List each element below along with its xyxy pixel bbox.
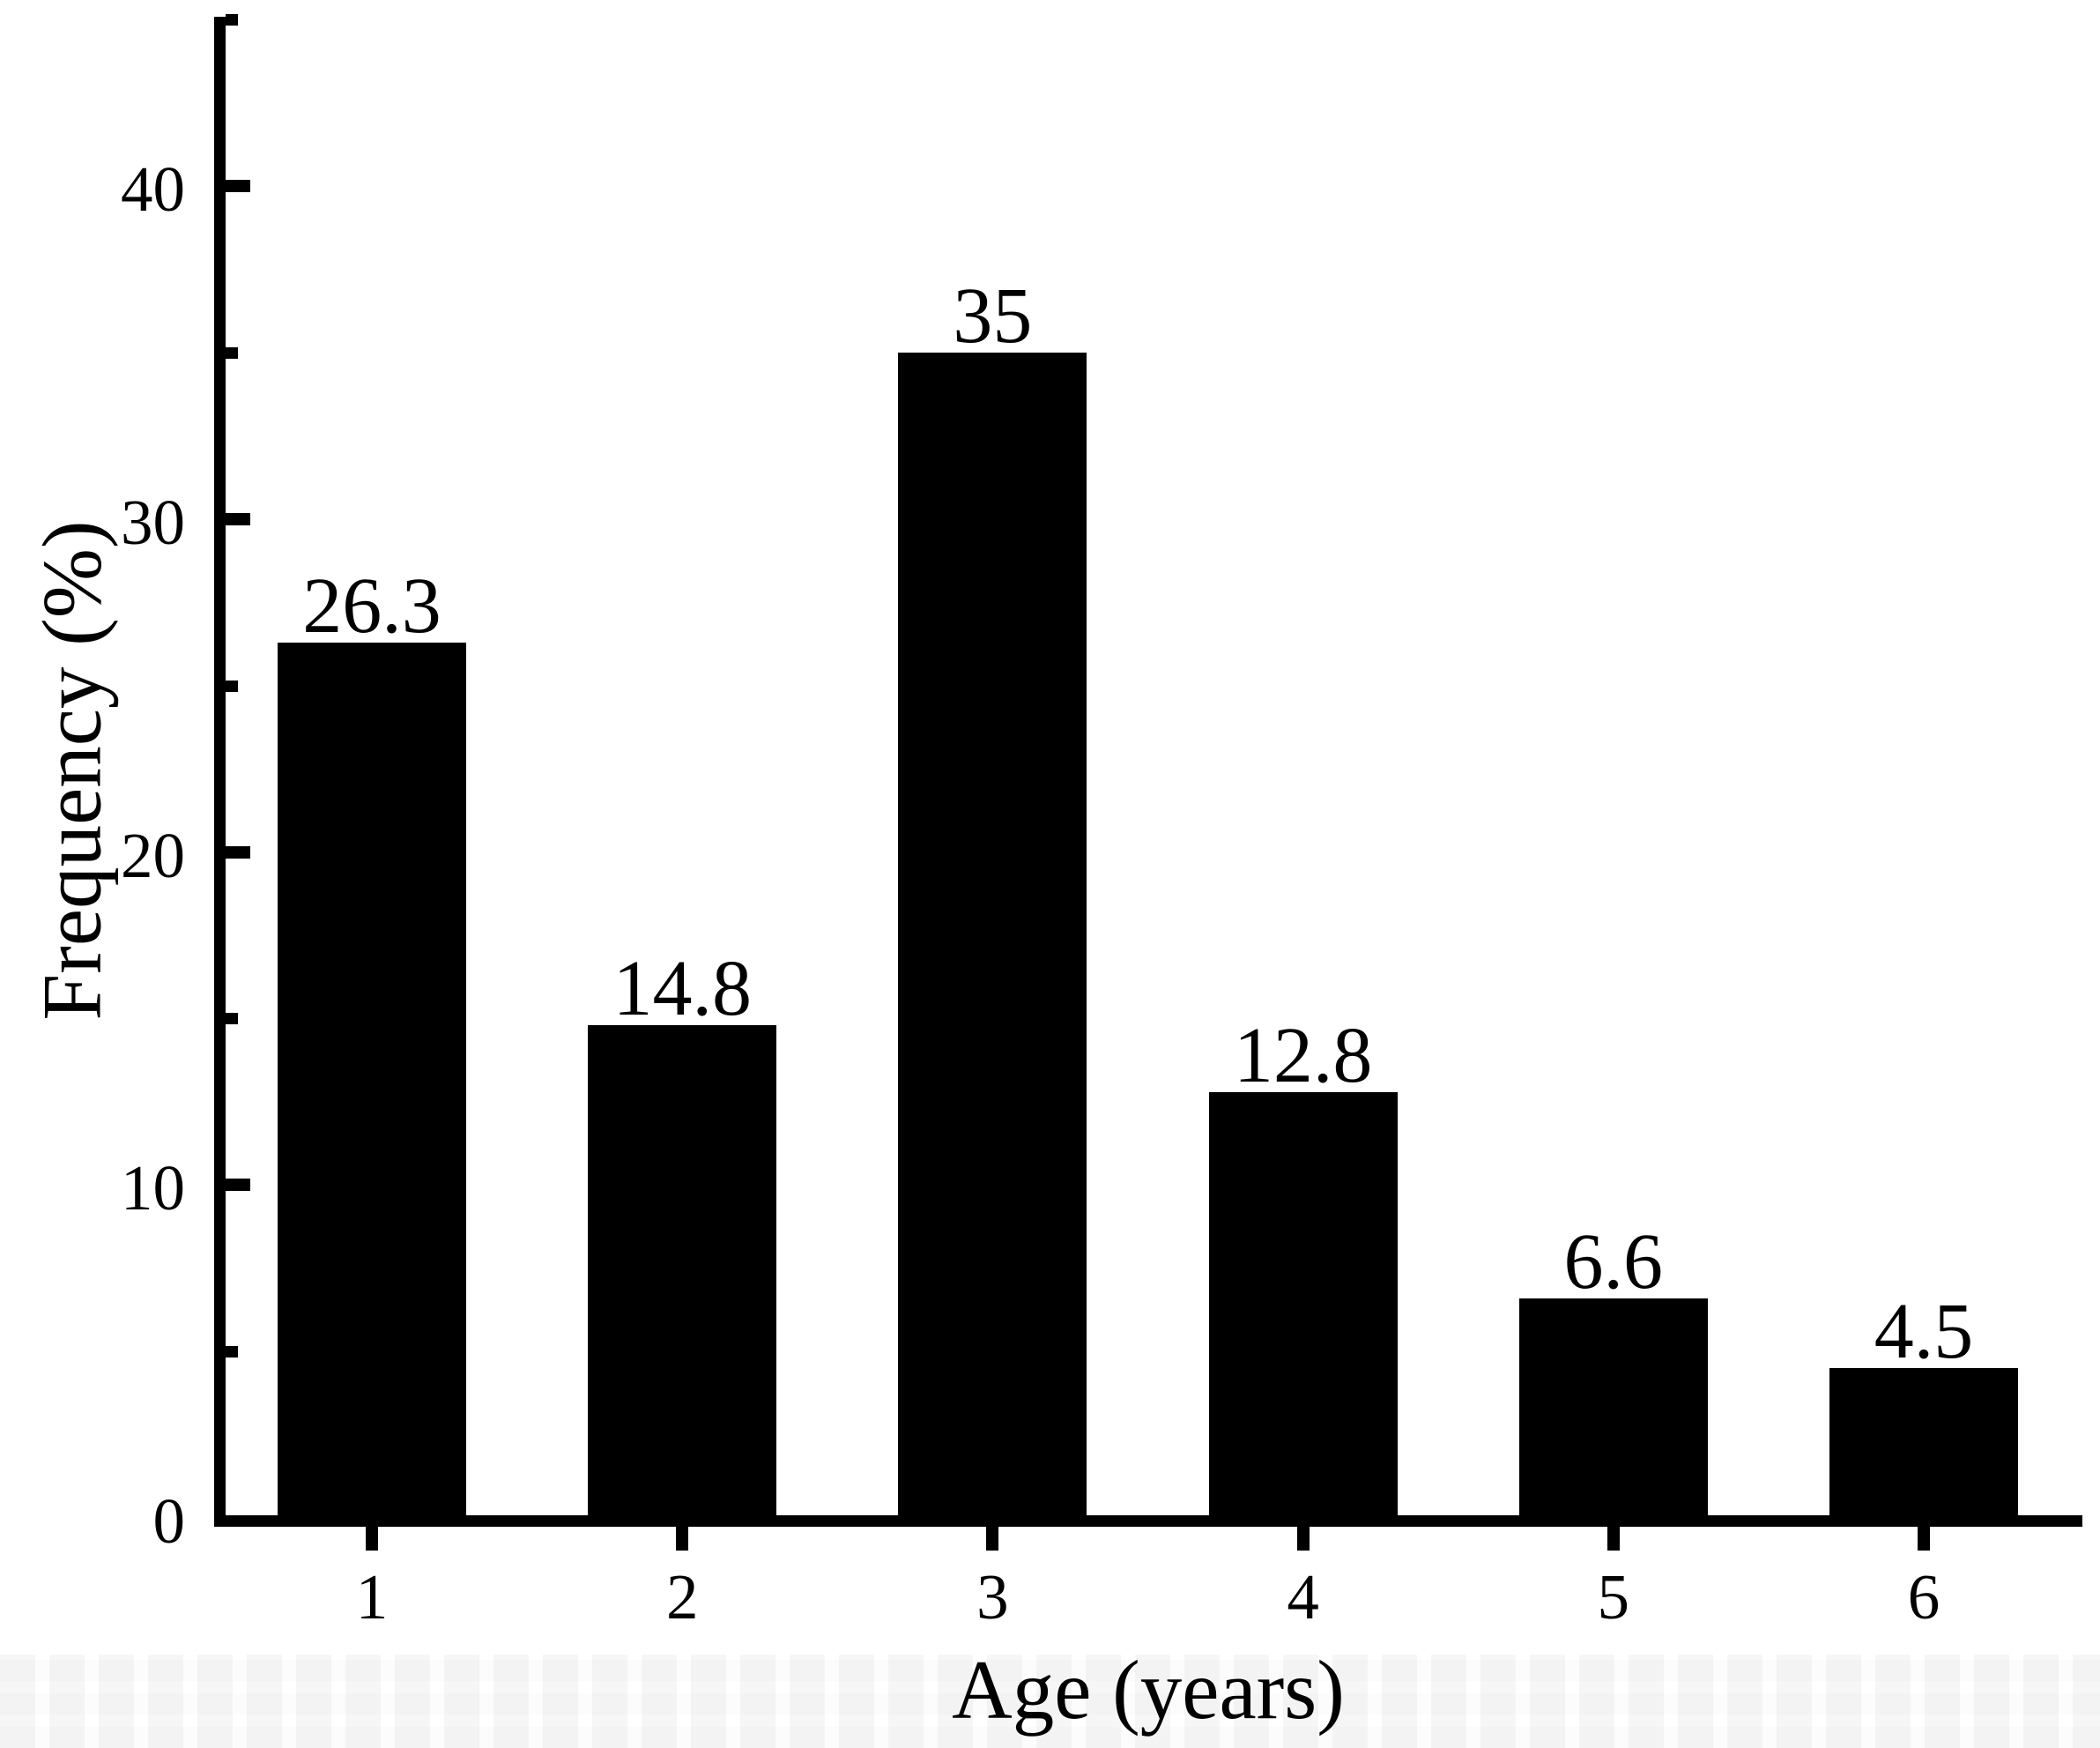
x-tick-label: 1 [355, 1561, 389, 1633]
bar [1829, 1368, 2018, 1521]
y-tick-label: 30 [121, 486, 185, 558]
x-tick-label: 2 [665, 1561, 699, 1633]
x-tick [366, 1527, 378, 1551]
bar [1208, 1091, 1398, 1521]
bar-value-label: 14.8 [612, 945, 752, 1033]
y-minor-tick [226, 680, 238, 692]
bar [588, 1025, 777, 1521]
x-tick [676, 1527, 689, 1551]
y-tick-label: 40 [121, 153, 185, 226]
y-minor-tick [226, 1013, 238, 1025]
x-tick-label: 6 [1907, 1561, 1940, 1633]
y-major-tick [226, 180, 250, 193]
bar-value-label: 26.3 [302, 562, 442, 650]
x-tick-label: 3 [976, 1561, 1009, 1633]
y-major-tick [226, 512, 250, 525]
y-minor-tick [226, 1346, 238, 1358]
y-minor-tick [226, 347, 238, 360]
bar-value-label: 4.5 [1874, 1288, 1974, 1376]
x-tick [1918, 1527, 1930, 1551]
x-tick [986, 1527, 999, 1551]
y-tick-label: 20 [121, 819, 185, 891]
bar-value-label: 12.8 [1233, 1011, 1373, 1099]
y-major-tick [226, 1179, 250, 1192]
bar-value-label: 35 [953, 272, 1033, 361]
bar [898, 353, 1087, 1521]
y-major-tick [226, 845, 250, 859]
y-tick-label: 0 [152, 1485, 186, 1557]
x-tick [1607, 1527, 1620, 1551]
bar [1518, 1298, 1708, 1521]
x-tick-label: 5 [1597, 1561, 1630, 1633]
y-tick-label: 10 [121, 1152, 185, 1224]
y-minor-tick [226, 14, 238, 26]
y-axis-line [214, 17, 226, 1524]
bar [278, 642, 466, 1521]
x-tick [1296, 1527, 1310, 1551]
x-tick-label: 4 [1287, 1561, 1319, 1633]
bar-value-label: 6.6 [1563, 1217, 1664, 1305]
x-axis-title: Age (years) [952, 1643, 1345, 1737]
